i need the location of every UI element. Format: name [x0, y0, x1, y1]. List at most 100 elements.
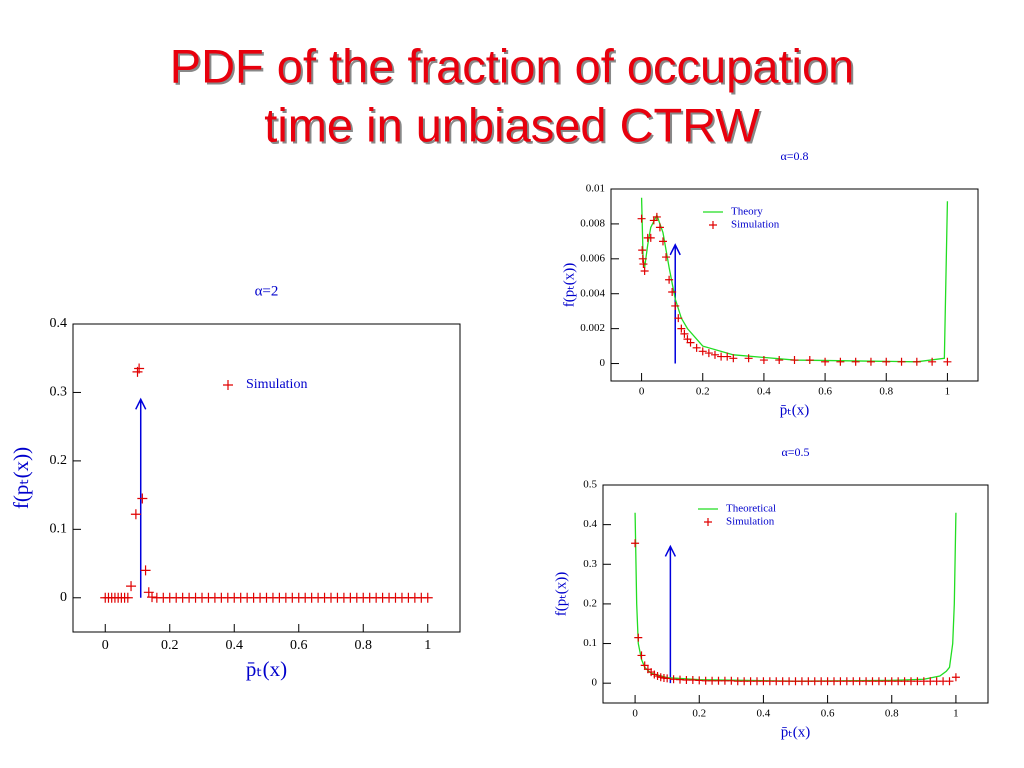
y-tick-label: 0.01	[586, 183, 605, 195]
marker	[775, 356, 784, 365]
plot-frame	[72, 323, 461, 633]
slide-title: time in unbiased CTRW	[264, 98, 760, 151]
marker	[638, 254, 647, 263]
x-tick-label: 1	[424, 638, 431, 653]
marker	[790, 356, 799, 365]
x-tick-label: 0.4	[757, 708, 771, 720]
marker	[759, 356, 768, 365]
marker	[836, 357, 845, 366]
x-tick-label: 0.6	[818, 386, 832, 398]
marker	[912, 357, 921, 366]
y-tick-label: 0	[600, 357, 606, 369]
x-tick-label: 0.6	[290, 638, 308, 653]
marker	[692, 343, 701, 352]
y-tick-label: 0	[60, 590, 67, 605]
legend-swatch	[223, 380, 233, 390]
x-tick-label: 0.2	[161, 638, 179, 653]
marker	[140, 565, 151, 576]
x-axis-label: p̄ₜ(x)	[780, 402, 809, 418]
marker	[147, 592, 158, 603]
marker	[137, 493, 148, 504]
x-tick-label: 0.4	[226, 638, 244, 653]
marker	[671, 301, 680, 310]
marker	[674, 314, 683, 323]
marker	[662, 253, 671, 262]
legend-label: Simulation	[726, 516, 775, 528]
marker	[805, 356, 814, 365]
y-tick-label: 0.1	[583, 637, 597, 649]
plot-frame	[610, 188, 979, 382]
legend-label: Theoretical	[726, 503, 776, 515]
marker	[680, 329, 689, 338]
marker	[943, 357, 952, 366]
line	[634, 512, 957, 682]
marker	[655, 223, 664, 232]
marker	[882, 357, 891, 366]
y-tick-label: 0.002	[580, 322, 605, 334]
marker	[851, 357, 860, 366]
y-tick-label: 0.4	[583, 518, 597, 530]
x-tick-label: 1	[945, 386, 951, 398]
marker	[122, 592, 133, 603]
marker	[704, 349, 713, 358]
marker	[640, 267, 649, 276]
x-tick-label: 0.8	[879, 386, 893, 398]
marker	[637, 651, 646, 660]
marker	[951, 673, 960, 682]
chart-title: α=0.5	[781, 445, 809, 459]
marker	[821, 357, 830, 366]
x-tick-label: 0.6	[821, 708, 835, 720]
legend-label: Theory	[731, 206, 763, 218]
marker	[665, 275, 674, 284]
y-tick-label: 0.3	[50, 385, 68, 400]
y-tick-label: 0.4	[50, 316, 68, 331]
marker	[126, 581, 137, 592]
marker	[686, 338, 695, 347]
marker	[945, 677, 954, 686]
x-tick-label: 0.4	[757, 386, 771, 398]
marker	[710, 350, 719, 359]
y-tick-label: 0.2	[583, 597, 597, 609]
chart-title: α=0.8	[780, 149, 808, 163]
marker	[134, 363, 145, 374]
y-tick-label: 0.2	[50, 453, 68, 468]
marker	[866, 357, 875, 366]
x-tick-label: 0	[102, 638, 109, 653]
slide-title-shadow: PDF of the fraction of occupation	[172, 41, 856, 94]
slide-title-shadow: time in unbiased CTRW	[266, 100, 762, 153]
marker	[744, 354, 753, 363]
x-axis-label: p̄ₜ(x)	[781, 724, 810, 740]
marker	[723, 352, 732, 361]
marker	[631, 539, 640, 548]
marker	[677, 324, 686, 333]
x-tick-label: 0.8	[885, 708, 899, 720]
x-tick-label: 0.2	[696, 386, 710, 398]
plot-frame	[602, 484, 989, 704]
marker	[928, 357, 937, 366]
marker	[668, 287, 677, 296]
y-tick-label: 0.006	[580, 252, 605, 264]
y-tick-label: 0.5	[583, 479, 597, 491]
x-tick-label: 0	[639, 386, 645, 398]
marker	[637, 214, 646, 223]
marker	[639, 260, 648, 269]
x-tick-label: 0.8	[355, 638, 373, 653]
x-tick-label: 0.2	[692, 708, 706, 720]
legend-swatch	[709, 221, 717, 229]
x-tick-label: 0	[632, 708, 638, 720]
marker	[130, 509, 141, 520]
arrow	[664, 544, 677, 684]
marker	[729, 354, 738, 363]
legend-label: Simulation	[246, 377, 307, 392]
marker	[638, 246, 647, 255]
legend-label: Simulation	[731, 219, 780, 231]
marker	[634, 633, 643, 642]
marker	[698, 347, 707, 356]
marker	[422, 592, 433, 603]
x-axis-label: p̄ₜ(x)	[246, 657, 287, 681]
line	[640, 197, 949, 363]
y-tick-label: 0.3	[583, 558, 597, 570]
marker	[658, 237, 667, 246]
y-tick-label: 0.004	[580, 287, 605, 299]
